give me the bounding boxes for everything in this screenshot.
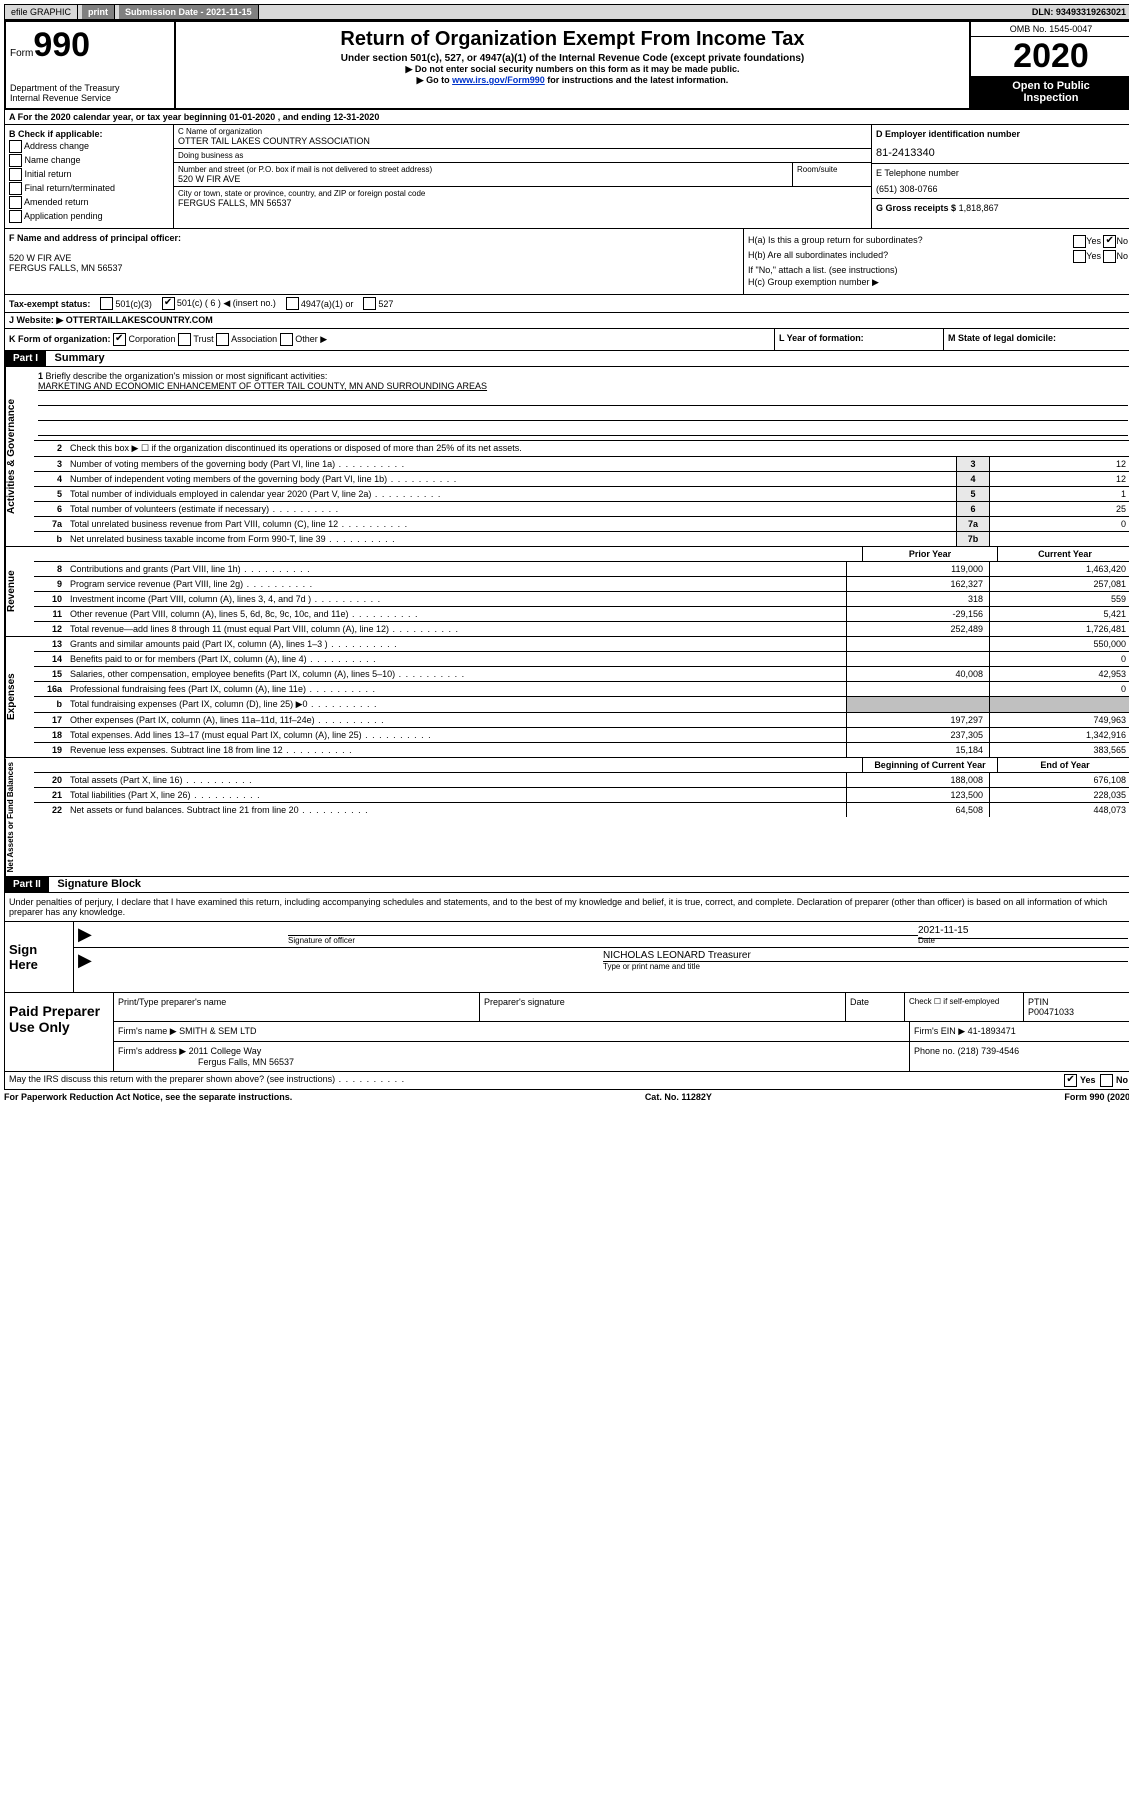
ein-block: D Employer identification number 81-2413… bbox=[871, 125, 1129, 228]
website: OTTERTAILLAKESCOUNTRY.COM bbox=[66, 315, 213, 325]
telephone: (651) 308-0766 bbox=[876, 178, 1128, 194]
principal-officer: F Name and address of principal officer:… bbox=[5, 229, 744, 294]
net-assets-section: Net Assets or Fund Balances Beginning of… bbox=[4, 758, 1129, 877]
firm-ein: 41-1893471 bbox=[968, 1026, 1016, 1036]
tax-exempt-status: Tax-exempt status: 501(c)(3) 501(c) ( 6 … bbox=[4, 295, 1129, 313]
footer: For Paperwork Reduction Act Notice, see … bbox=[4, 1090, 1129, 1104]
expenses-section: Expenses 13Grants and similar amounts pa… bbox=[4, 637, 1129, 758]
org-info: C Name of organization OTTER TAIL LAKES … bbox=[174, 125, 871, 228]
dln: DLN: 93493319263021 bbox=[1026, 5, 1129, 19]
chk-app-pending[interactable]: Application pending bbox=[9, 210, 169, 223]
table-row: 14Benefits paid to or for members (Part … bbox=[34, 652, 1129, 667]
print-button[interactable]: print bbox=[82, 5, 115, 19]
part-2-header: Part II Signature Block bbox=[4, 877, 1129, 893]
table-row: 17Other expenses (Part IX, column (A), l… bbox=[34, 713, 1129, 728]
chk-association[interactable] bbox=[216, 333, 229, 346]
firm-name: SMITH & SEM LTD bbox=[179, 1026, 256, 1036]
chk-address-change[interactable]: Address change bbox=[9, 140, 169, 153]
table-row: 9Program service revenue (Part VIII, lin… bbox=[34, 577, 1129, 592]
revenue-section: Revenue Prior Year Current Year 8Contrib… bbox=[4, 547, 1129, 637]
sign-arrow-icon: ▶ bbox=[78, 950, 603, 971]
form-of-org-row: K Form of organization: Corporation Trus… bbox=[4, 329, 1129, 351]
street-address: 520 W FIR AVE bbox=[178, 174, 788, 184]
table-row: 22Net assets or fund balances. Subtract … bbox=[34, 803, 1129, 817]
form-title-block: Return of Organization Exempt From Incom… bbox=[176, 22, 969, 108]
table-row: 10Investment income (Part VIII, column (… bbox=[34, 592, 1129, 607]
instructions-link[interactable]: www.irs.gov/Form990 bbox=[452, 75, 545, 85]
table-row: bNet unrelated business taxable income f… bbox=[34, 532, 1129, 546]
form-title: Return of Organization Exempt From Incom… bbox=[180, 28, 965, 51]
sign-arrow-icon: ▶ bbox=[78, 924, 288, 945]
chk-527[interactable]: 527 bbox=[363, 297, 393, 310]
paid-preparer-block: Paid Preparer Use Only Print/Type prepar… bbox=[4, 993, 1129, 1072]
ein: 81-2413340 bbox=[876, 139, 1128, 159]
check-applicable: B Check if applicable: Address change Na… bbox=[5, 125, 174, 228]
tax-year-row: A For the 2020 calendar year, or tax yea… bbox=[4, 110, 1129, 125]
table-row: 16aProfessional fundraising fees (Part I… bbox=[34, 682, 1129, 697]
table-row: 11Other revenue (Part VIII, column (A), … bbox=[34, 607, 1129, 622]
chk-initial-return[interactable]: Initial return bbox=[9, 168, 169, 181]
top-bar: efile GRAPHIC print Submission Date - 20… bbox=[4, 4, 1129, 20]
officer-group-row: F Name and address of principal officer:… bbox=[4, 229, 1129, 295]
activities-governance: Activities & Governance 1 Briefly descri… bbox=[4, 367, 1129, 547]
table-row: 5Total number of individuals employed in… bbox=[34, 487, 1129, 502]
table-row: 3Number of voting members of the governi… bbox=[34, 457, 1129, 472]
firm-phone: (218) 739-4546 bbox=[958, 1046, 1020, 1056]
chk-final-return[interactable]: Final return/terminated bbox=[9, 182, 169, 195]
table-row: 12Total revenue—add lines 8 through 11 (… bbox=[34, 622, 1129, 636]
sign-here-block: Sign Here ▶ Signature of officer 2021-11… bbox=[4, 922, 1129, 993]
chk-discuss-no[interactable] bbox=[1100, 1074, 1113, 1087]
chk-4947[interactable]: 4947(a)(1) or bbox=[286, 297, 354, 310]
chk-501c3[interactable]: 501(c)(3) bbox=[100, 297, 152, 310]
ptin: P00471033 bbox=[1028, 1007, 1074, 1017]
city-state-zip: FERGUS FALLS, MN 56537 bbox=[178, 198, 867, 208]
efile-label: efile GRAPHIC bbox=[5, 5, 78, 19]
table-row: 8Contributions and grants (Part VIII, li… bbox=[34, 562, 1129, 577]
table-row: bTotal fundraising expenses (Part IX, co… bbox=[34, 697, 1129, 713]
form-header: Form990 Department of the Treasury Inter… bbox=[4, 20, 1129, 110]
officer-name: NICHOLAS LEONARD Treasurer bbox=[603, 950, 1128, 961]
discuss-row: May the IRS discuss this return with the… bbox=[4, 1072, 1129, 1090]
mission: MARKETING AND ECONOMIC ENHANCEMENT OF OT… bbox=[38, 381, 487, 391]
submission-date[interactable]: Submission Date - 2021-11-15 bbox=[119, 5, 259, 19]
website-row: J Website: ▶ OTTERTAILLAKESCOUNTRY.COM bbox=[4, 313, 1129, 329]
table-row: 4Number of independent voting members of… bbox=[34, 472, 1129, 487]
identity-block: B Check if applicable: Address change Na… bbox=[4, 125, 1129, 229]
form-year-block: OMB No. 1545-0047 2020 Open to Public In… bbox=[969, 22, 1129, 108]
chk-other[interactable] bbox=[280, 333, 293, 346]
table-row: 13Grants and similar amounts paid (Part … bbox=[34, 637, 1129, 652]
org-name: OTTER TAIL LAKES COUNTRY ASSOCIATION bbox=[178, 136, 867, 146]
chk-amended[interactable]: Amended return bbox=[9, 196, 169, 209]
chk-trust[interactable] bbox=[178, 333, 191, 346]
table-row: 19Revenue less expenses. Subtract line 1… bbox=[34, 743, 1129, 757]
penalty-statement: Under penalties of perjury, I declare th… bbox=[4, 893, 1129, 922]
table-row: 7aTotal unrelated business revenue from … bbox=[34, 517, 1129, 532]
table-row: 18Total expenses. Add lines 13–17 (must … bbox=[34, 728, 1129, 743]
group-return-block: H(a) Is this a group return for subordin… bbox=[744, 229, 1129, 294]
table-row: 6Total number of volunteers (estimate if… bbox=[34, 502, 1129, 517]
form-identifier: Form990 Department of the Treasury Inter… bbox=[6, 22, 176, 108]
part-1-header: Part I Summary bbox=[4, 351, 1129, 367]
chk-name-change[interactable]: Name change bbox=[9, 154, 169, 167]
gross-receipts: 1,818,867 bbox=[959, 203, 999, 213]
table-row: 20Total assets (Part X, line 16)188,0086… bbox=[34, 773, 1129, 788]
chk-corporation[interactable] bbox=[113, 333, 126, 346]
table-row: 21Total liabilities (Part X, line 26)123… bbox=[34, 788, 1129, 803]
chk-discuss-yes[interactable] bbox=[1064, 1074, 1077, 1087]
chk-501c[interactable]: 501(c) ( 6 ) ◀ (insert no.) bbox=[162, 297, 276, 310]
table-row: 15Salaries, other compensation, employee… bbox=[34, 667, 1129, 682]
